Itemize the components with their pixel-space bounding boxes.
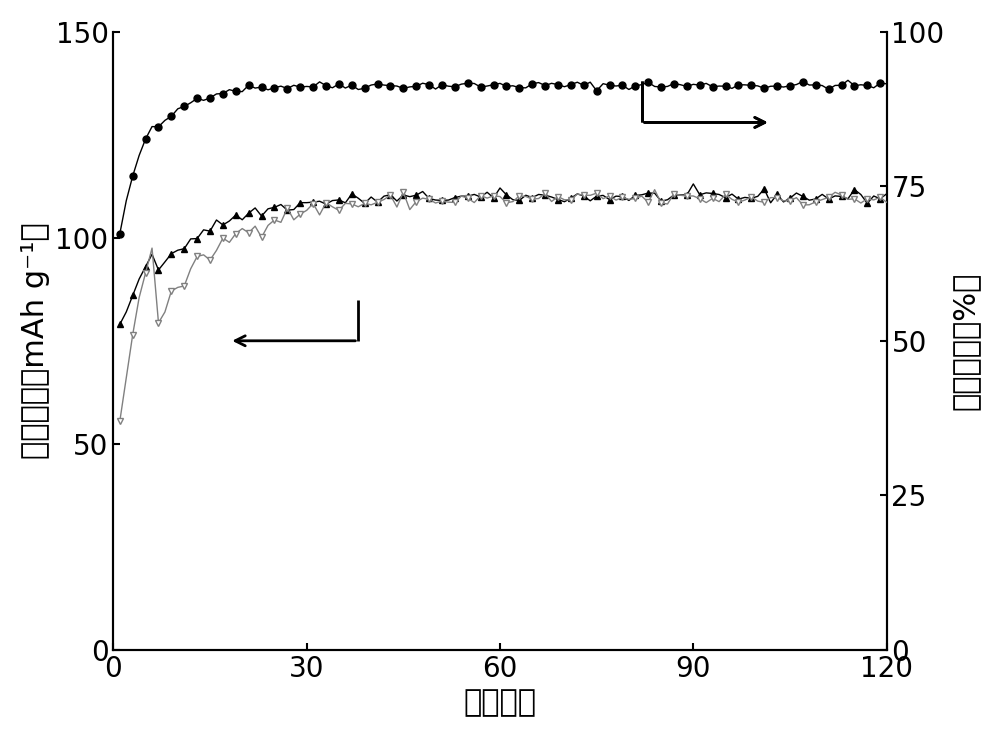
Y-axis label: 放电容量（mAh g⁻¹）: 放电容量（mAh g⁻¹） [21, 222, 50, 459]
Y-axis label: 库伦效率（%）: 库伦效率（%） [950, 272, 979, 410]
X-axis label: 循环圈数: 循环圈数 [464, 688, 536, 717]
